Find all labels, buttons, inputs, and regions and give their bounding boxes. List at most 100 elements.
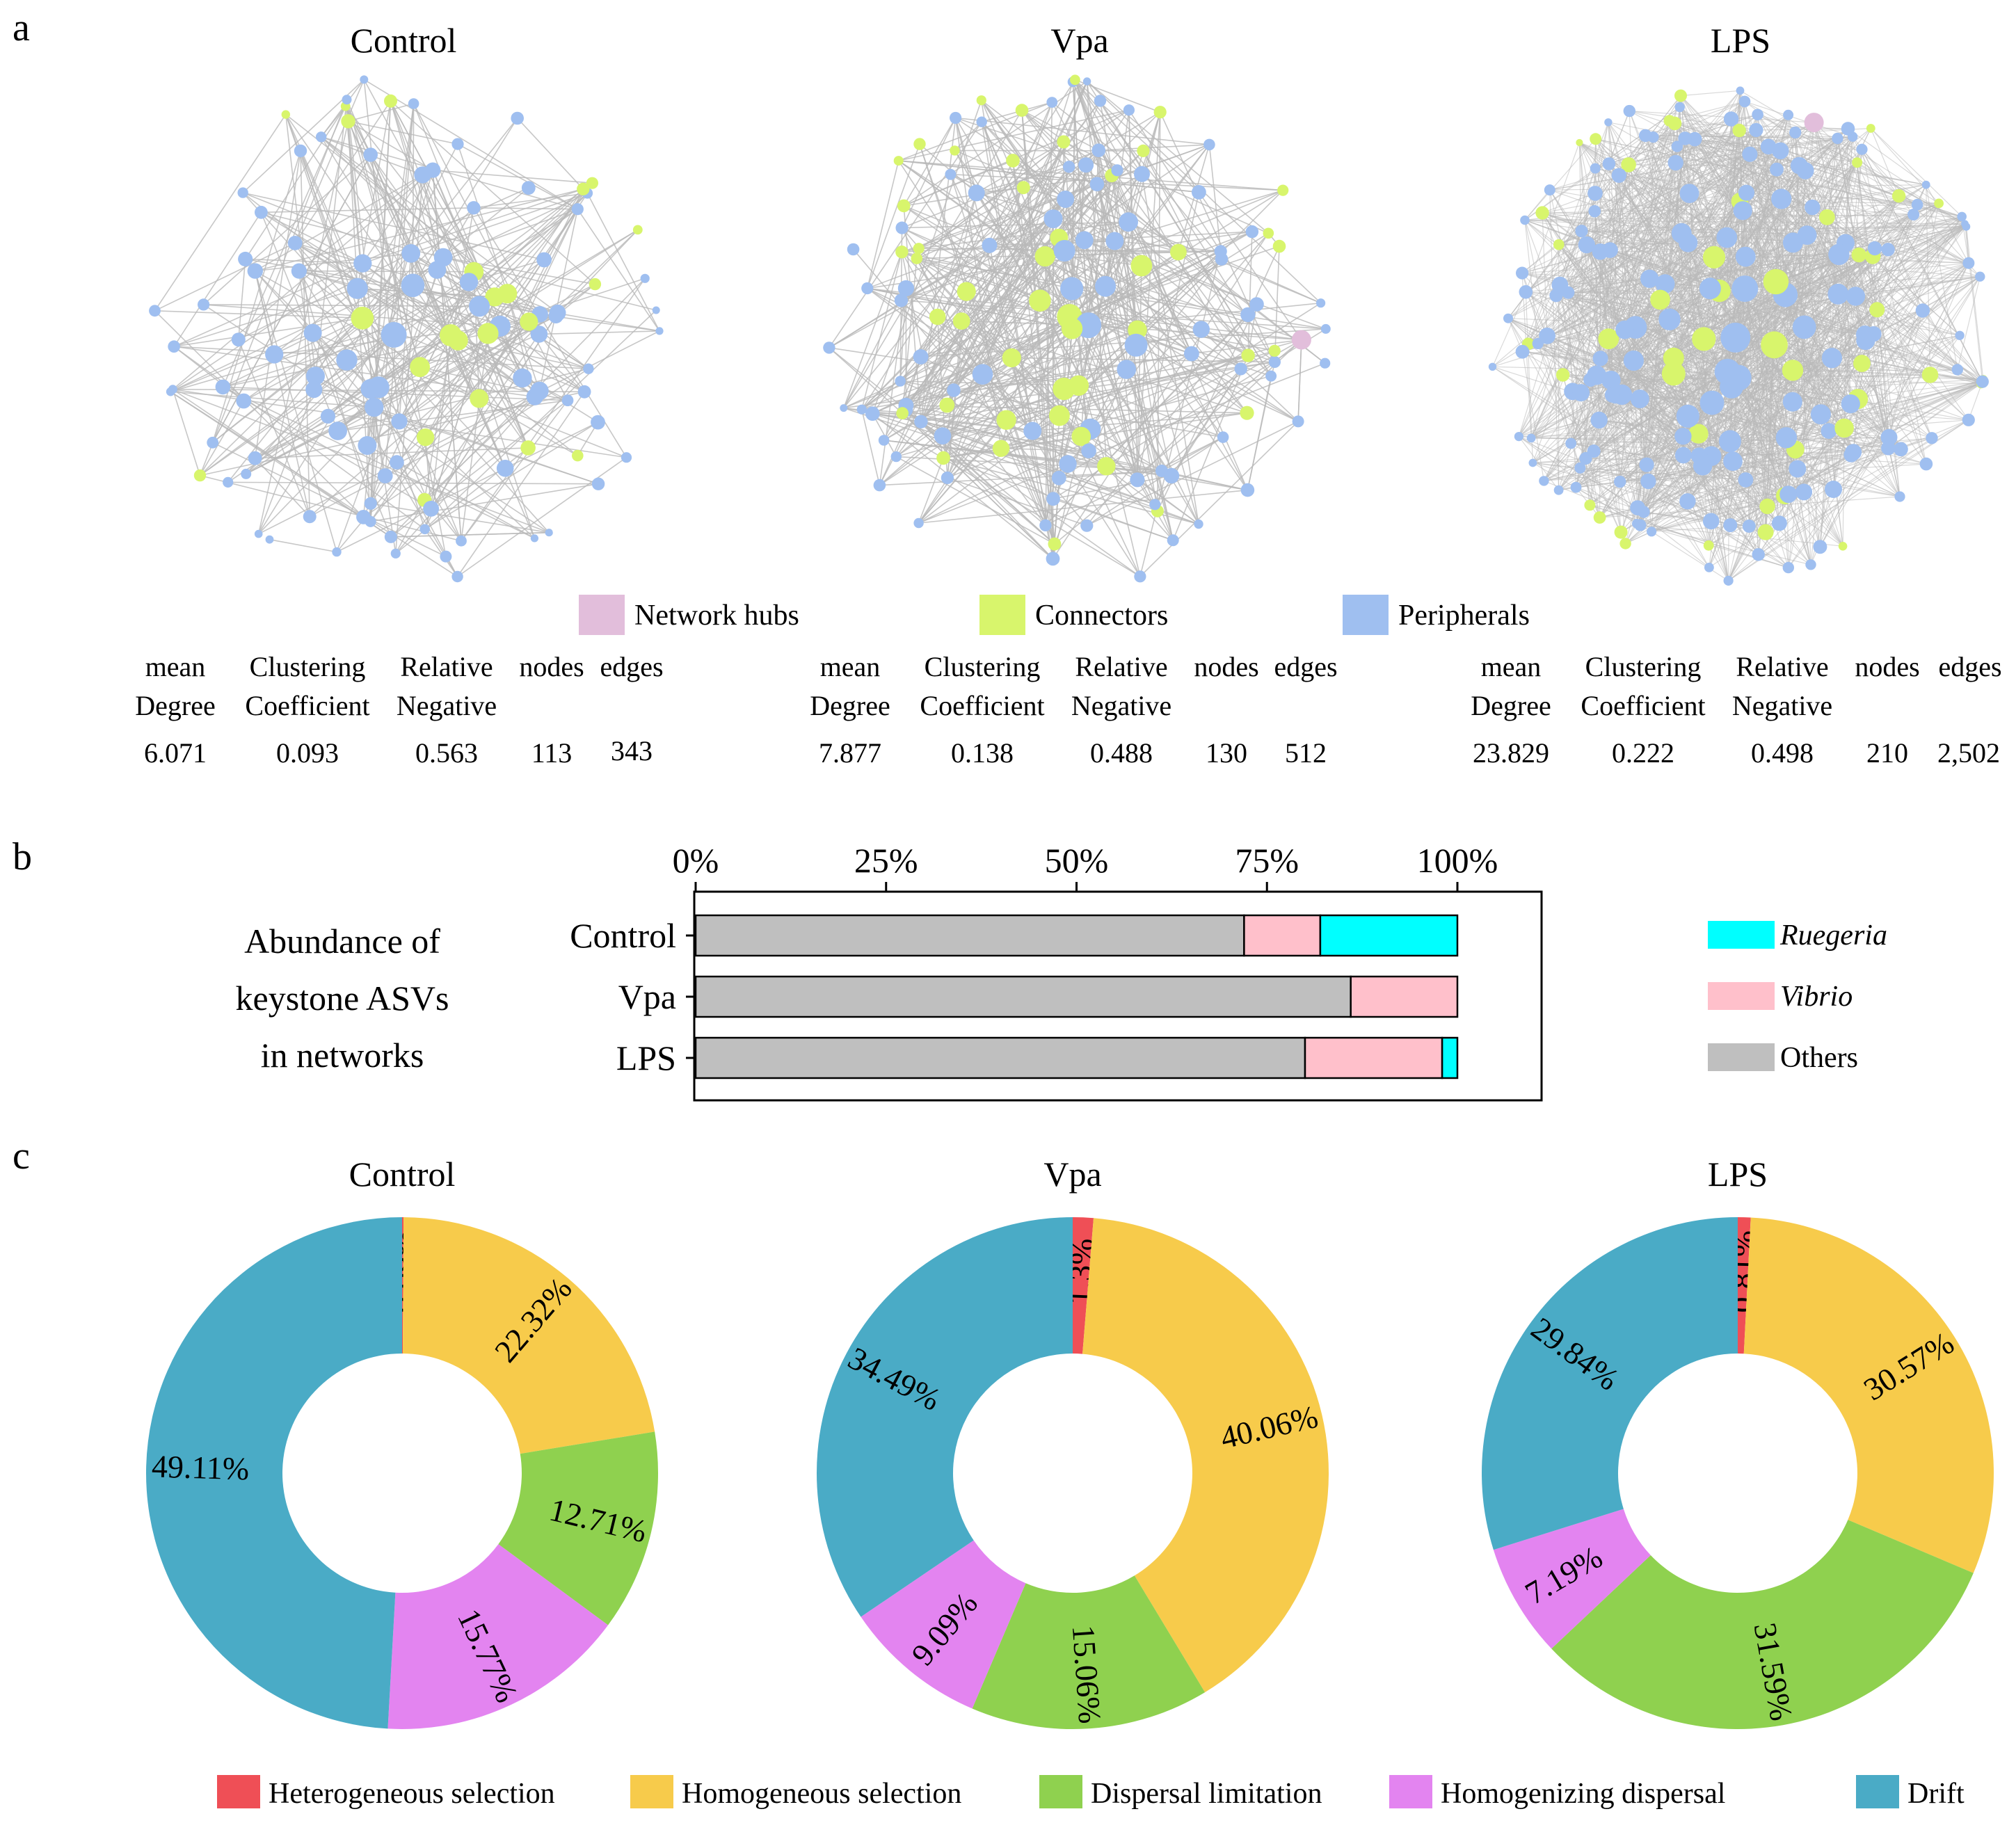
network-edge — [1746, 192, 1958, 370]
network-edge — [942, 251, 1179, 437]
peripheral-node — [1520, 215, 1530, 225]
network-edge — [898, 160, 1283, 191]
network-edge — [1964, 223, 1983, 382]
peripheral-node — [968, 184, 985, 202]
network-edge — [298, 270, 363, 319]
network-edge — [1788, 492, 1805, 568]
peripheral-node — [1867, 241, 1882, 256]
peripheral-node — [1843, 447, 1859, 463]
peripheral-node — [1590, 163, 1601, 174]
peripheral-node — [1043, 209, 1063, 229]
network-edge — [1645, 135, 1711, 289]
network-edge — [920, 421, 1141, 577]
network-edge — [1735, 249, 1889, 338]
network-edge — [1072, 81, 1089, 326]
network-edge — [1680, 95, 1746, 257]
peripheral-node — [328, 421, 347, 440]
network-edge — [1624, 123, 1675, 330]
peripheral-node — [1614, 475, 1626, 488]
connector-node — [1732, 123, 1746, 138]
network-edge — [395, 396, 536, 554]
network-edge — [1544, 449, 1901, 481]
network-edge — [1544, 480, 1709, 546]
network-edge — [1052, 328, 1073, 559]
network-edge — [901, 251, 938, 317]
network-edge — [1086, 81, 1107, 467]
network-edge — [1862, 149, 1981, 278]
peripheral-node — [549, 304, 566, 321]
network-edge — [918, 419, 1007, 524]
connector-node — [572, 449, 584, 462]
connector-node — [895, 246, 909, 259]
peripheral-node — [419, 524, 430, 535]
donut-title: Control — [349, 1155, 456, 1194]
peripheral-node — [1590, 411, 1608, 429]
peripheral-node — [1095, 275, 1116, 297]
connector-node — [1757, 524, 1774, 540]
network-edge — [1567, 95, 1681, 293]
peripheral-node — [241, 468, 252, 479]
donut-title: LPS — [1708, 1155, 1768, 1194]
network-edge — [1850, 214, 1914, 456]
connector-node — [416, 428, 435, 447]
network-edge — [172, 389, 201, 476]
peripheral-node — [1155, 465, 1168, 477]
peripheral-node — [1234, 362, 1247, 376]
peripheral-node — [198, 298, 210, 311]
peripheral-node — [1578, 236, 1596, 254]
network-edge — [961, 320, 1012, 359]
network-edge — [538, 330, 660, 335]
network-edge — [1758, 344, 1775, 555]
connector-node — [1153, 106, 1167, 119]
network-edge — [200, 474, 462, 542]
network-edge — [861, 353, 1192, 410]
network-edge — [1247, 304, 1258, 356]
donut-slice-homogeneous-selection — [402, 1217, 655, 1454]
connector-node — [1852, 157, 1863, 168]
network-edge — [1558, 223, 1965, 491]
peripheral-node — [947, 383, 961, 397]
network-edge — [1580, 437, 1933, 469]
network-edge — [1558, 193, 1596, 246]
network-edge — [506, 293, 585, 392]
network-edge — [170, 262, 363, 392]
network-edge — [1889, 383, 1982, 438]
peripheral-node — [941, 471, 954, 485]
peripheral-node — [1587, 365, 1607, 385]
network-edge — [1651, 146, 1678, 532]
network-edge — [473, 193, 588, 209]
stat-header: Clustering — [925, 651, 1041, 682]
network-edge — [1086, 436, 1224, 527]
peripheral-node — [640, 273, 650, 283]
stat-header: mean — [145, 651, 206, 682]
network-edge — [902, 251, 1072, 289]
connector-node — [1029, 289, 1051, 312]
network-edge — [1727, 371, 1789, 568]
donut-slice-heterogeneous-selection — [1073, 1217, 1094, 1354]
network-edge — [954, 150, 1144, 152]
network-edge — [1590, 504, 1750, 527]
peripheral-node — [291, 263, 307, 279]
donut-slice-homogenizing-dispersal — [1493, 1509, 1651, 1649]
network-edge — [1521, 351, 1544, 481]
stat-header: Negative — [1732, 690, 1832, 721]
network-legend: Network hubs Connectors Peripherals — [579, 595, 1530, 635]
peripheral-node — [1634, 519, 1647, 531]
network-edge — [390, 100, 595, 285]
peripheral-node — [1674, 428, 1692, 445]
connector-node — [1241, 348, 1255, 362]
network-edge — [981, 99, 1066, 200]
network-edge — [1819, 358, 1832, 547]
peripheral-node — [1962, 413, 1975, 426]
connector-node — [1853, 355, 1871, 372]
network-edge — [314, 170, 433, 376]
peripheral-node — [238, 251, 253, 267]
network-edge — [872, 413, 1054, 559]
connector-node — [577, 182, 590, 195]
peripheral-node — [1911, 198, 1923, 211]
peripheral-node — [1292, 415, 1304, 428]
network-edge — [1114, 189, 1283, 242]
network-edge — [1805, 162, 1857, 171]
stat-header: Relative — [1075, 651, 1167, 682]
